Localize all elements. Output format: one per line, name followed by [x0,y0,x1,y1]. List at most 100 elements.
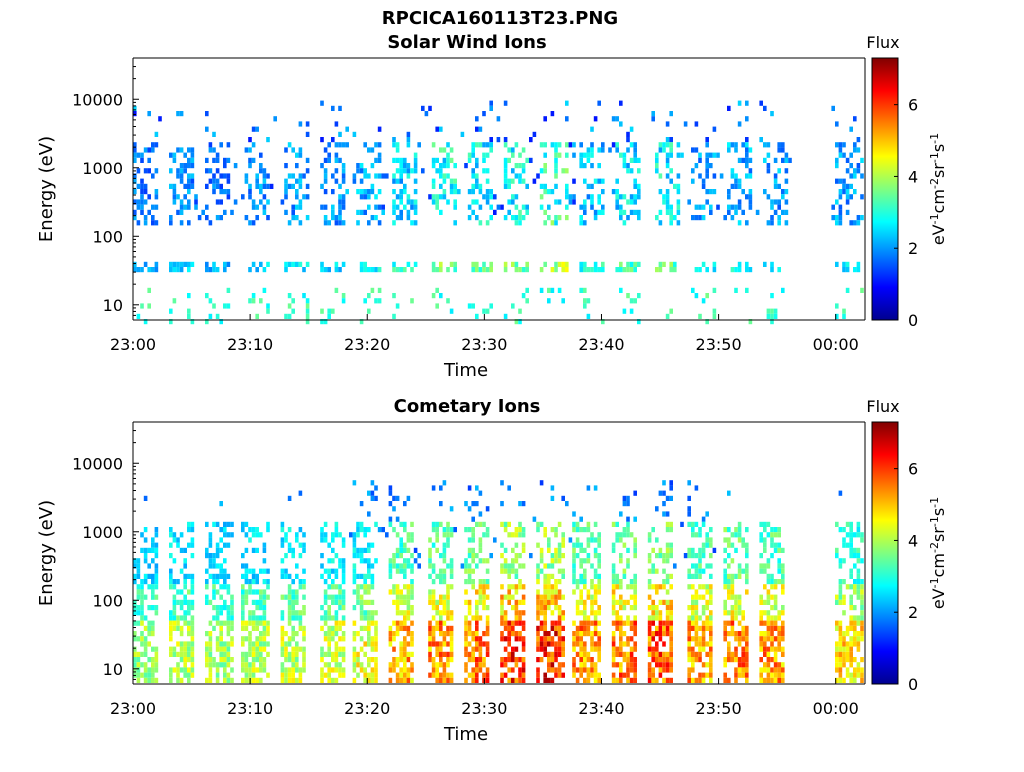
spectrogram-cell [338,209,342,215]
spectrogram-cell [359,558,364,564]
spectrogram-cell [392,137,396,143]
spectrogram-cell [392,527,396,533]
spectrogram-cell [446,605,450,611]
spectrogram-cell [226,157,231,163]
spectrogram-cell [428,672,432,678]
spectrogram-cell [547,287,551,293]
spectrogram-cell [547,298,551,304]
spectrogram-cell [669,485,673,491]
spectrogram-cell [349,532,353,538]
spectrogram-cell [241,636,245,642]
spectrogram-cell [536,615,540,621]
spectrogram-cell [485,667,490,673]
spectrogram-cell [431,157,436,163]
spectrogram-cell [734,547,738,553]
spectrogram-cell [190,662,195,668]
spectrogram-cell [629,194,634,200]
spectrogram-cell [723,657,727,663]
spectrogram-cell [860,620,864,626]
spectrogram-cell [489,100,493,106]
spectrogram-cell [860,599,864,605]
spectrogram-cell [748,267,753,273]
spectrogram-cell [730,657,735,663]
spectrogram-cell [543,142,547,148]
spectrogram-cell [597,267,601,273]
spectrogram-cell [367,657,371,663]
spectrogram-cell [212,573,216,579]
spectrogram-cell [583,204,587,210]
spectrogram-cell [647,625,652,631]
spectrogram-cell [471,183,475,189]
spectrogram-cell [226,646,231,652]
spectrogram-cell [356,209,360,215]
spectrogram-cell [255,620,259,626]
spectrogram-cell [244,568,249,574]
spectrogram-cell [741,631,745,637]
spectrogram-cell [439,677,443,683]
spectrogram-cell [403,672,407,678]
spectrogram-cell [539,267,544,273]
spectrogram-cell [363,625,367,631]
spectrogram-cell [662,641,666,647]
spectrogram-cell [475,605,479,611]
spectrogram-cell [176,579,180,585]
spectrogram-cell [464,631,468,637]
spectrogram-cell [741,610,745,616]
spectrogram-cell [662,558,666,564]
spectrogram-cell [230,521,234,527]
spectrogram-cell [143,189,148,195]
spectrogram-cell [359,553,364,559]
spectrogram-cell [575,625,580,631]
spectrogram-cell [622,542,627,548]
spectrogram-cell [431,636,436,642]
spectrogram-cell [622,209,627,215]
spectrogram-cell [853,605,857,611]
spectrogram-cell [593,677,598,683]
spectrogram-cell [410,641,414,647]
spectrogram-cell [853,672,857,678]
spectrogram-cell [766,599,771,605]
spectrogram-cell [341,298,346,304]
spectrogram-cell [734,594,738,600]
spectrogram-cell [525,267,529,273]
spectrogram-cell [136,672,141,678]
spectrogram-cell [521,636,526,642]
spectrogram-cell [374,631,378,637]
spectrogram-cell [190,152,195,158]
spectrogram-cell [251,532,256,538]
spectrogram-cell [730,183,735,189]
spectrogram-cell [759,537,763,543]
spectrogram-cell [514,589,519,595]
spectrogram-cell [766,620,771,626]
spectrogram-cell [500,631,504,637]
spectrogram-cell [244,599,249,605]
spectrogram-cell [734,631,738,637]
spectrogram-cell [176,615,180,621]
spectrogram-cell [187,657,191,663]
spectrogram-cell [367,558,371,564]
spectrogram-cell [176,599,180,605]
spectrogram-cell [518,267,522,273]
spectrogram-cell [244,651,249,657]
spectrogram-cell [183,672,187,678]
spectrogram-cell [431,599,436,605]
spectrogram-cell [190,537,195,543]
spectrogram-cell [856,215,861,221]
spectrogram-cell [557,651,562,657]
spectrogram-cell [759,631,763,637]
spectrogram-cell [658,547,663,553]
spectrogram-cell [395,610,400,616]
spectrogram-cell [838,147,843,153]
spectrogram-cell [255,667,259,673]
spectrogram-cell [406,209,411,215]
spectrogram-cell [226,605,231,611]
spectrogram-cell [773,542,778,548]
spectrogram-cell [622,495,627,501]
spectrogram-cell [701,646,706,652]
spectrogram-cell [583,667,587,673]
spectrogram-cell [147,667,151,673]
spectrogram-cell [655,657,659,663]
spectrogram-cell [597,677,601,683]
spectrogram-cell [745,142,749,148]
spectrogram-cell [251,599,256,605]
